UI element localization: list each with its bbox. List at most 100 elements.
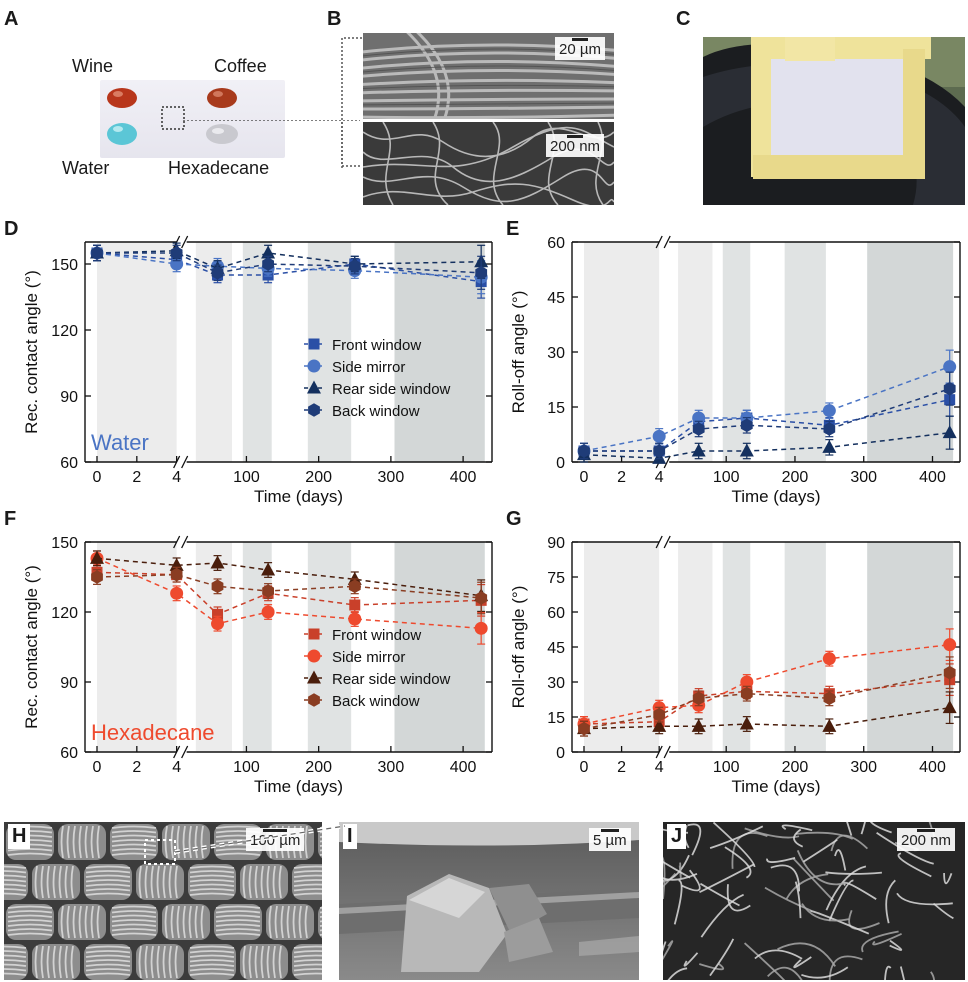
data-point <box>943 381 956 396</box>
data-point <box>823 691 836 706</box>
series-back-window <box>91 566 488 615</box>
series-line <box>583 706 950 730</box>
x-tick-label: 200 <box>305 759 332 776</box>
scale-bar-b-top-text: 20 µm <box>559 41 601 58</box>
exposure-band <box>584 242 660 462</box>
data-point <box>91 570 103 584</box>
data-point <box>691 443 706 457</box>
data-point <box>823 422 836 436</box>
x-tick-label: 100 <box>713 759 740 776</box>
coffee-droplet <box>207 88 237 108</box>
exposure-band <box>784 542 826 752</box>
droplet-photo <box>100 80 285 158</box>
legend-entry: Front window <box>304 337 421 354</box>
y-tick-label: 90 <box>60 675 78 692</box>
x-tick-label: 0 <box>93 759 102 776</box>
x-tick-label: 100 <box>233 759 260 776</box>
series-back-window <box>578 656 956 737</box>
y-tick-label: 150 <box>51 257 78 274</box>
panel-letter-e: E <box>506 218 520 240</box>
data-point <box>942 700 957 714</box>
x-tick-label: 400 <box>919 469 946 486</box>
legend-entry: Back window <box>304 403 420 420</box>
chart-d-water-contact-angle: 60 90 120 150 0 2 4 100 200 300 400 Time (days) Rec.… <box>22 234 493 506</box>
legend-marker <box>307 359 321 373</box>
legend-label: Front window <box>332 627 421 644</box>
y-axis-label: Roll-off angle (°) <box>509 291 528 414</box>
data-point <box>212 608 224 620</box>
data-point <box>691 718 706 732</box>
series-line <box>96 571 482 616</box>
legend-marker <box>308 693 320 707</box>
sem-fabric-weave-image <box>4 822 322 980</box>
y-tick-label: 90 <box>60 389 78 406</box>
exposure-band <box>307 242 352 462</box>
series-line <box>96 573 482 599</box>
series-line <box>96 557 482 597</box>
data-point <box>822 404 836 418</box>
scale-bar-b-top: 20 µm <box>555 37 605 60</box>
series-line <box>96 252 482 278</box>
chart-annotation: Water <box>91 430 149 455</box>
x-tick-label: 4 <box>172 469 181 486</box>
x-tick-label: 400 <box>919 759 946 776</box>
y-tick-label: 75 <box>547 570 565 587</box>
data-point <box>261 245 276 259</box>
y-tick-label: 15 <box>547 710 565 727</box>
series-back-window <box>91 244 488 290</box>
scale-bar-j: 200 nm <box>897 828 956 851</box>
x-tick-label: 100 <box>713 469 740 486</box>
data-point <box>261 605 275 619</box>
data-point <box>578 721 590 736</box>
chart-e-water-roll-off: 0 15 30 45 60 0 2 4 100 200 300 400 Time (days) Roll-… <box>509 234 961 506</box>
y-tick-label: 0 <box>556 745 565 762</box>
y-tick-label: 120 <box>51 605 78 622</box>
series-line <box>96 252 482 283</box>
scale-bar-h-text: 100 µm <box>250 832 301 849</box>
x-tick-label: 400 <box>450 759 477 776</box>
x-tick-label: 2 <box>617 469 626 486</box>
series-line <box>583 365 950 452</box>
series-back-window <box>578 371 956 460</box>
zoom-box <box>161 106 185 130</box>
data-point <box>211 266 224 280</box>
legend-marker <box>308 338 320 350</box>
y-axis-label: Roll-off angle (°) <box>509 586 528 709</box>
data-point <box>740 418 753 433</box>
data-point <box>943 638 957 652</box>
data-point <box>942 425 957 439</box>
droplets-graphic <box>107 88 238 145</box>
data-point <box>349 599 361 611</box>
panel-letter-b: B <box>327 8 342 30</box>
chart-f-hexadecane-contact-angle: 60 90 120 150 0 2 4 100 200 300 400 Time (days) Rec.… <box>22 534 493 796</box>
legend-entry: Front window <box>304 627 421 644</box>
legend-label: Side mirror <box>332 649 405 666</box>
legend-entry: Side mirror <box>304 359 405 376</box>
data-point <box>348 612 362 626</box>
legend-label: Rear side window <box>332 381 451 398</box>
data-point <box>692 422 705 436</box>
data-point <box>348 259 361 273</box>
data-point <box>739 443 754 457</box>
data-point <box>692 691 705 706</box>
legend-entry: Side mirror <box>304 649 405 666</box>
legend-label: Rear side window <box>332 671 451 688</box>
y-tick-label: 150 <box>51 535 78 552</box>
x-axis-label: Time (days) <box>254 487 343 506</box>
data-point <box>652 429 666 443</box>
data-point <box>653 444 666 458</box>
x-axis-label: Time (days) <box>254 777 343 796</box>
y-axis-label: Rec. contact angle (°) <box>22 565 41 729</box>
data-point <box>170 567 183 582</box>
legend-marker <box>308 628 320 640</box>
series-line <box>583 671 950 730</box>
panel-letter-f: F <box>4 508 17 530</box>
series-line <box>583 643 950 725</box>
legend-label: Back window <box>332 693 420 710</box>
data-point <box>211 617 225 631</box>
data-point <box>652 718 667 732</box>
data-point <box>261 562 276 576</box>
panel-letter-c: C <box>676 8 691 30</box>
data-point <box>210 555 225 569</box>
y-tick-label: 60 <box>60 745 78 762</box>
